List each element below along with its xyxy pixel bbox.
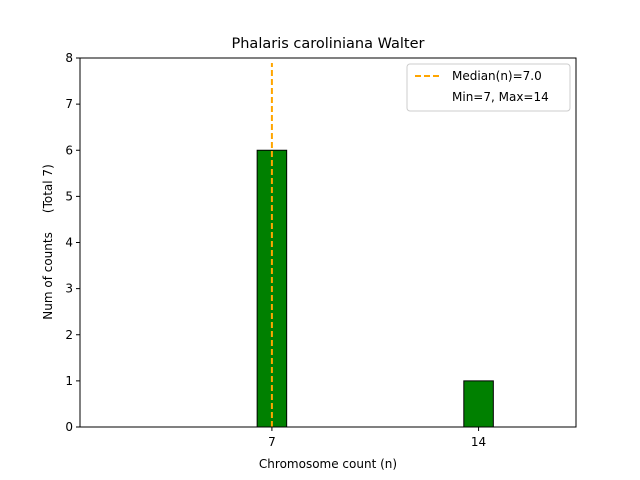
y-tick-label-5: 5 [65, 189, 73, 203]
bar-14 [463, 380, 494, 428]
x-tick-label-7: 7 [268, 435, 276, 449]
y-tick-label-2: 2 [65, 328, 73, 342]
y-tick-label-1: 1 [65, 374, 73, 388]
legend-box [406, 63, 571, 112]
chart-title: Phalaris caroliniana Walter [232, 36, 425, 52]
y-tick-label-6: 6 [65, 143, 73, 157]
x-axis: 7 14 [268, 427, 486, 449]
legend-entry-median: Median(n)=7.0 [452, 69, 542, 83]
x-axis-label: Chromosome count (n) [259, 457, 397, 471]
x-tick-label-14: 14 [471, 435, 486, 449]
y-tick-label-4: 4 [65, 236, 73, 250]
y-tick-label-8: 8 [65, 51, 73, 65]
plot-area-frame [79, 57, 577, 428]
y-tick-label-3: 3 [65, 282, 73, 296]
y-axis-label: Num of counts (Total 7) [41, 164, 55, 319]
legend: Median(n)=7.0 Min=7, Max=14 [406, 63, 571, 112]
y-tick-label-7: 7 [65, 97, 73, 111]
legend-entry-min-max: Min=7, Max=14 [452, 90, 549, 104]
bars-group [256, 149, 494, 428]
y-tick-label-0: 0 [65, 420, 73, 434]
y-axis: 0 1 2 3 4 5 6 7 8 [65, 51, 80, 434]
